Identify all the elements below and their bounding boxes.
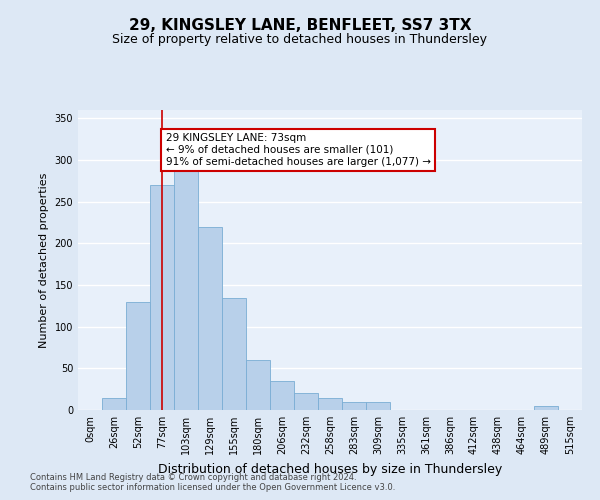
Bar [271, 381, 293, 410]
Bar [247, 360, 269, 410]
Text: Contains HM Land Registry data © Crown copyright and database right 2024.: Contains HM Land Registry data © Crown c… [30, 474, 356, 482]
Bar [127, 302, 149, 410]
X-axis label: Distribution of detached houses by size in Thundersley: Distribution of detached houses by size … [158, 462, 502, 475]
Text: Contains public sector information licensed under the Open Government Licence v3: Contains public sector information licen… [30, 484, 395, 492]
Bar [535, 406, 557, 410]
Text: Size of property relative to detached houses in Thundersley: Size of property relative to detached ho… [113, 32, 487, 46]
Bar [343, 402, 365, 410]
Bar [103, 398, 125, 410]
Bar [319, 398, 341, 410]
Bar [175, 168, 197, 410]
Y-axis label: Number of detached properties: Number of detached properties [39, 172, 49, 348]
Text: 29, KINGSLEY LANE, BENFLEET, SS7 3TX: 29, KINGSLEY LANE, BENFLEET, SS7 3TX [129, 18, 471, 32]
Bar [151, 185, 173, 410]
Text: 29 KINGSLEY LANE: 73sqm
← 9% of detached houses are smaller (101)
91% of semi-de: 29 KINGSLEY LANE: 73sqm ← 9% of detached… [166, 134, 431, 166]
Bar [199, 226, 221, 410]
Bar [295, 394, 317, 410]
Bar [223, 298, 245, 410]
Bar [367, 402, 389, 410]
